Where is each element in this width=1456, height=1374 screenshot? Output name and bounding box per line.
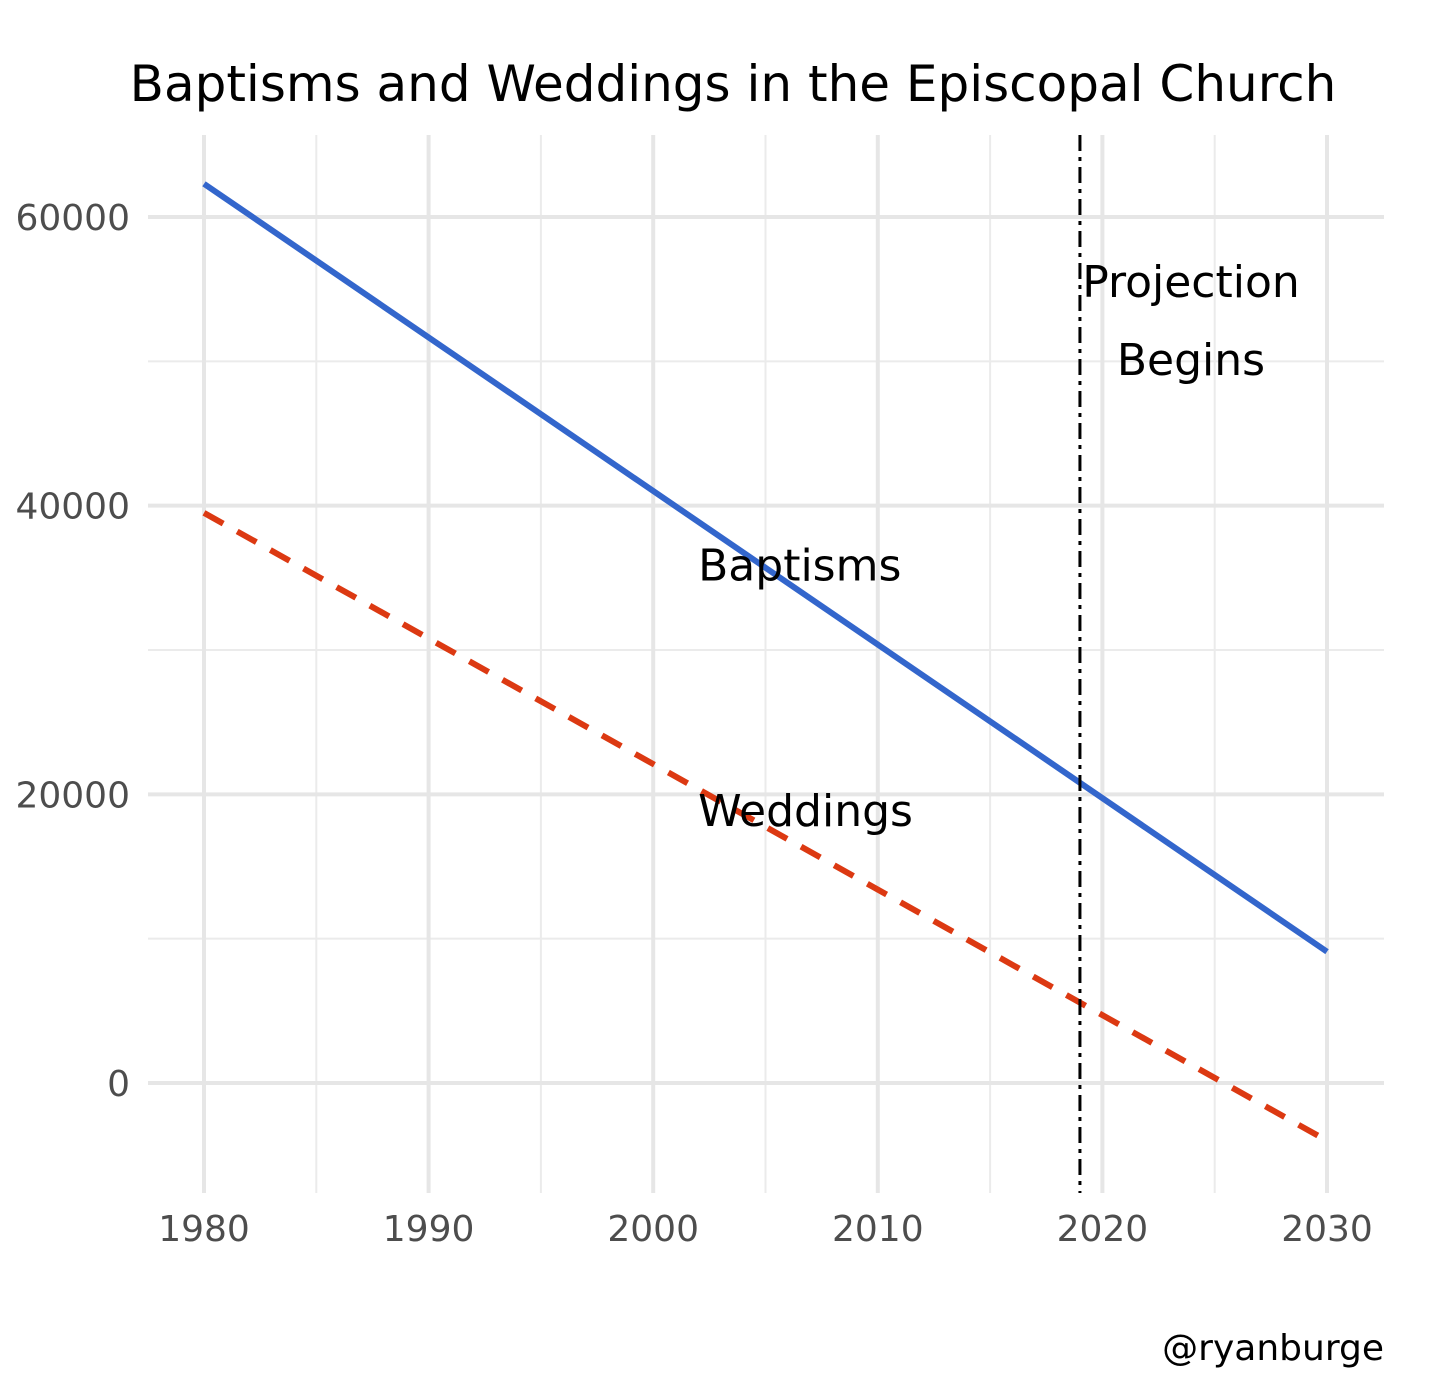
annotation-weddings: Weddings [698, 786, 913, 837]
credit-label: @ryanburge [1162, 1328, 1384, 1369]
y-tick-label: 60000 [15, 198, 130, 239]
x-tick-label: 1980 [158, 1209, 250, 1250]
x-tick-label: 2020 [1057, 1209, 1149, 1250]
series-annotations: Baptisms Weddings [698, 541, 913, 837]
x-tick-label: 2000 [607, 1209, 699, 1250]
y-axis-tick-labels: 0 20000 40000 60000 [15, 198, 130, 1105]
projection-label-line: Projection [1082, 257, 1300, 308]
projection-line-group: Projection Begins [1078, 135, 1300, 1193]
y-tick-label: 20000 [15, 775, 130, 816]
y-tick-label: 40000 [15, 487, 130, 528]
x-axis-tick-labels: 1980 1990 2000 2010 2020 2030 [158, 1209, 1373, 1250]
chart-title: Baptisms and Weddings in the Episcopal C… [130, 55, 1337, 113]
x-tick-label: 2030 [1281, 1209, 1373, 1250]
series-lines [202, 181, 1329, 1144]
x-tick-label: 2010 [832, 1209, 924, 1250]
projection-label-line: Begins [1117, 335, 1265, 386]
series-line-weddings [202, 510, 1329, 1144]
x-tick-label: 1990 [383, 1209, 475, 1250]
annotation-baptisms: Baptisms [698, 541, 901, 592]
series-line-baptisms [202, 181, 1329, 955]
y-tick-label: 0 [107, 1064, 130, 1105]
minor-gridlines [148, 135, 1384, 1193]
